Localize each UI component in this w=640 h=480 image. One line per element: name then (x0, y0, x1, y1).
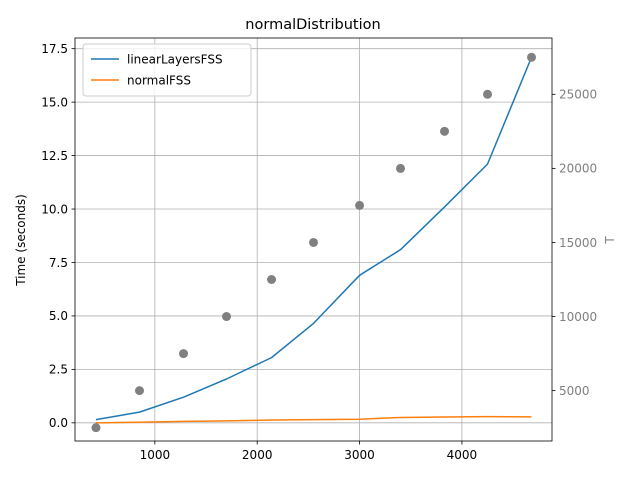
scatter-point (440, 126, 450, 136)
series-layer (91, 52, 537, 433)
x-tick-label: 1000 (140, 448, 171, 462)
y-tick-label: 7.5 (49, 256, 68, 270)
y-tick-label: 2.5 (49, 363, 68, 377)
legend-box (82, 43, 252, 97)
tick-labels: 1000 2000 3000 4000 0.0 2.5 5.0 7.5 10.0 12.5 15.0… (41, 42, 597, 462)
x-tick-label: 2000 (242, 448, 273, 462)
y-tick-label: 10.0 (41, 202, 68, 216)
scatter-point (483, 89, 493, 99)
y2-tick-label: 15000 (559, 236, 597, 250)
y2-tick-label: 25000 (559, 88, 597, 102)
y2-tick-label: 5000 (559, 384, 590, 398)
x-tick-label: 4000 (447, 448, 478, 462)
chart-title: normalDistribution (245, 17, 380, 33)
axes-frame (71, 37, 556, 445)
scatter-point (134, 386, 144, 396)
x-tick-label: 3000 (344, 448, 375, 462)
y2-tick-label: 20000 (559, 162, 597, 176)
legend-label: normalFSS (127, 73, 191, 87)
scatter-point (91, 423, 101, 433)
legend-label: linearLayersFSS (127, 52, 223, 66)
plot-frame (74, 37, 553, 442)
series-line-linearLayersFSS (95, 56, 533, 421)
scatter-point (221, 312, 231, 322)
scatter-point (396, 163, 406, 173)
legend: linearLayersFSS normalFSS (82, 43, 252, 97)
y2-tick-label: 10000 (559, 310, 597, 324)
y-tick-label: 5.0 (49, 309, 68, 323)
scatter-point (179, 349, 189, 359)
y-tick-label: 12.5 (41, 149, 68, 163)
scatter-point (309, 237, 318, 247)
y-tick-label: 15.0 (41, 95, 68, 109)
y2-axis-label: T (603, 236, 617, 245)
y-axis-label: Time (seconds) (14, 194, 28, 287)
scatter-point (355, 200, 365, 210)
y-tick-label: 17.5 (41, 42, 68, 56)
y-tick-label: 0.0 (49, 416, 68, 430)
series-line-normalFSS (95, 415, 532, 424)
scatter-point (527, 52, 537, 62)
grid-lines (75, 38, 552, 441)
scatter-point (267, 275, 277, 285)
